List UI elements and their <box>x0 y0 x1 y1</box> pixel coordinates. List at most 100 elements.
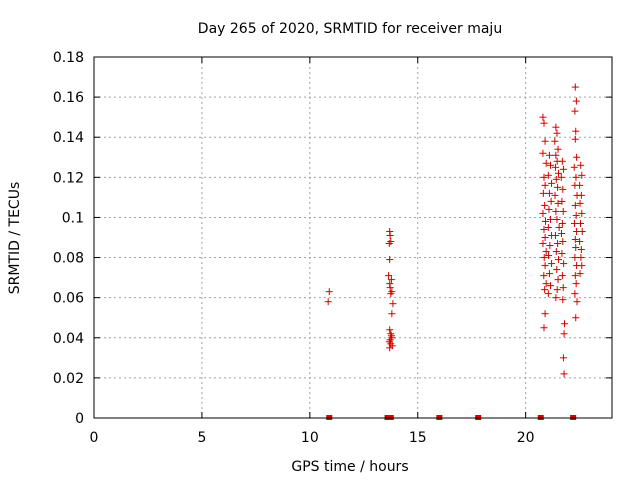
data-point <box>552 294 560 302</box>
data-point <box>557 173 565 181</box>
data-point <box>552 151 560 159</box>
data-point <box>541 137 549 145</box>
axis-ticks <box>93 56 612 419</box>
data-point <box>558 197 566 205</box>
data-point <box>541 201 549 209</box>
data-point <box>553 286 561 294</box>
data-point <box>541 310 549 318</box>
data-point <box>557 229 565 237</box>
data-point <box>559 354 567 362</box>
data-point <box>325 288 333 296</box>
data-point <box>559 165 567 173</box>
data-point <box>551 163 559 171</box>
data-point <box>546 282 554 290</box>
y-tick-label: 0.1 <box>62 210 84 226</box>
data-point <box>544 290 552 298</box>
data-point <box>324 298 332 306</box>
data-point <box>576 199 584 207</box>
data-point <box>547 197 555 205</box>
data-point <box>571 236 579 244</box>
data-point <box>573 153 581 161</box>
data-point <box>554 240 562 248</box>
data-point <box>539 240 547 248</box>
data-point <box>577 246 585 254</box>
data-point <box>578 262 586 270</box>
y-axis-label: SRMTID / TECUs <box>7 182 23 295</box>
data-point <box>571 135 579 143</box>
y-tick-label: 0.02 <box>53 371 84 387</box>
x-axis-label: GPS time / hours <box>291 459 408 475</box>
y-tick-label: 0.08 <box>53 251 84 267</box>
data-point <box>571 272 579 280</box>
data-point <box>576 270 584 278</box>
y-tick-labels: 0 0.02 0.04 0.06 0.08 0.1 0.12 0.14 0.16 0.18 <box>53 50 84 427</box>
data-point <box>546 242 554 250</box>
data-point <box>545 252 553 260</box>
data-point <box>577 191 585 199</box>
data-point <box>578 209 586 217</box>
data-point <box>576 238 584 246</box>
data-point <box>554 183 562 191</box>
data-point <box>385 272 393 280</box>
data-point <box>553 215 561 223</box>
data-point <box>545 270 553 278</box>
y-tick-label: 0.16 <box>53 90 84 106</box>
data-point <box>570 219 578 227</box>
y-tick-label: 0.04 <box>53 331 84 347</box>
data-point <box>541 262 549 270</box>
data-point <box>559 296 567 304</box>
data-point <box>553 266 561 274</box>
data-point <box>578 227 586 235</box>
data-point <box>554 256 562 264</box>
data-point <box>554 145 562 153</box>
data-point <box>541 234 549 241</box>
data-point <box>551 231 559 239</box>
data-point <box>553 129 561 137</box>
data-point <box>572 314 580 322</box>
y-tick-label: 0.06 <box>53 291 84 307</box>
data-point <box>571 107 579 115</box>
data-point <box>545 151 553 159</box>
data-point <box>540 272 548 280</box>
data-point <box>576 219 584 227</box>
data-point <box>545 205 553 213</box>
data-point <box>558 272 566 280</box>
data-point <box>572 173 580 181</box>
data-point <box>548 260 556 268</box>
data-point <box>577 161 585 169</box>
data-point <box>548 179 556 187</box>
data-point <box>578 171 586 179</box>
x-tick-label: 5 <box>197 430 206 446</box>
data-point <box>558 219 566 227</box>
data-point <box>551 191 559 199</box>
data-point <box>386 284 394 292</box>
data-point <box>571 83 579 91</box>
data-point <box>571 254 579 262</box>
data-point <box>540 324 548 332</box>
y-tick-label: 0.18 <box>53 50 84 66</box>
data-point <box>560 260 568 268</box>
data-point <box>576 181 584 189</box>
data-point <box>387 238 395 246</box>
data-point <box>558 250 566 258</box>
data-point <box>559 238 567 246</box>
data-point <box>539 149 547 157</box>
data-point <box>386 231 394 239</box>
data-point <box>388 310 396 318</box>
data-point <box>387 276 395 284</box>
data-point <box>541 181 549 189</box>
data-point <box>539 189 547 197</box>
data-point <box>540 119 548 127</box>
x-tick-label: 10 <box>301 430 319 446</box>
data-point <box>561 320 569 328</box>
data-point <box>559 207 567 215</box>
data-point <box>386 256 394 264</box>
data-point <box>559 284 567 292</box>
data-point <box>539 209 547 217</box>
data-point <box>542 248 550 256</box>
data-point <box>539 113 547 121</box>
data-point <box>386 326 394 334</box>
y-tick-label: 0.12 <box>53 170 84 186</box>
x-tick-labels: 0 5 10 15 20 <box>90 430 535 446</box>
